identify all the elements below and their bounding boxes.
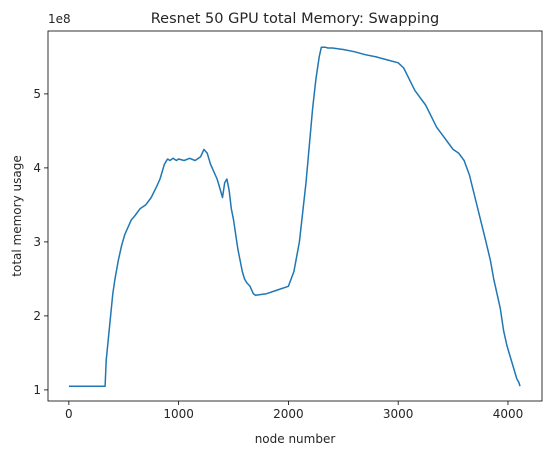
axes-frame: [48, 31, 542, 401]
y-axis-ticks: 1 2 3 4 5: [33, 87, 48, 397]
plot-area: [69, 47, 520, 386]
x-tick-label: 3000: [383, 407, 414, 421]
y-tick-label: 5: [33, 87, 41, 101]
y-tick-label: 4: [33, 161, 41, 175]
x-axis-label: node number: [255, 432, 336, 446]
y-tick-label: 3: [33, 235, 41, 249]
x-tick-label: 4000: [493, 407, 524, 421]
y-axis-label: total memory usage: [10, 155, 24, 276]
y-tick-label: 2: [33, 309, 41, 323]
x-axis-ticks: 0 1000 2000 3000 4000: [65, 401, 523, 421]
y-tick-label: 1: [33, 383, 41, 397]
x-tick-label: 1000: [163, 407, 194, 421]
x-tick-label: 2000: [273, 407, 304, 421]
y-axis-offset-label: 1e8: [48, 12, 71, 26]
memory-usage-line: [69, 47, 520, 386]
chart-title: Resnet 50 GPU total Memory: Swapping: [151, 11, 440, 27]
x-tick-label: 0: [65, 407, 73, 421]
